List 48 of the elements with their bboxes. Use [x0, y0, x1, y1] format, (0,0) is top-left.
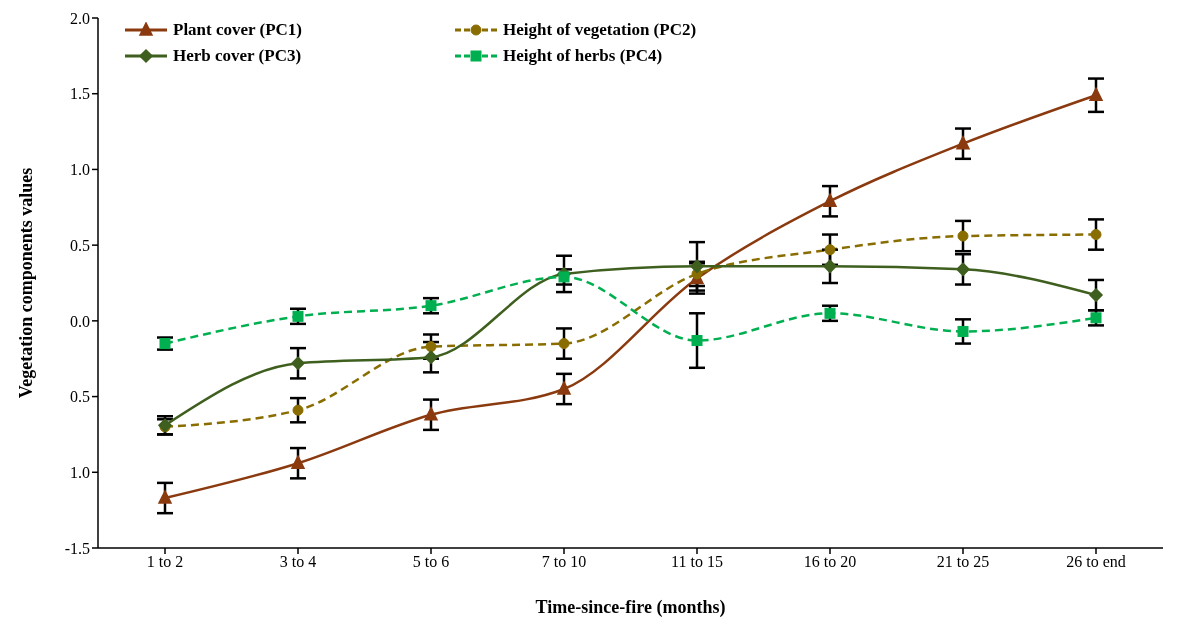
- point: [956, 135, 970, 150]
- x-tick-label: 21 to 25: [936, 553, 990, 571]
- legend-label: Height of herbs (PC4): [503, 46, 663, 66]
- legend-label: Height of vegetation (PC2): [503, 20, 697, 40]
- x-tick-label: 26 to end: [1066, 553, 1126, 571]
- point: [823, 193, 837, 207]
- point: [558, 338, 570, 350]
- point: [424, 350, 438, 364]
- point: [957, 325, 969, 337]
- point: [558, 271, 570, 283]
- point: [159, 338, 171, 350]
- point: [691, 335, 703, 347]
- point: [425, 341, 437, 353]
- x-axis-title: Time-since-fire (months): [535, 596, 726, 618]
- point: [425, 300, 437, 312]
- x-tick-label: 11 to 15: [671, 553, 723, 571]
- point: [291, 356, 305, 371]
- point: [957, 230, 969, 242]
- point: [291, 455, 305, 469]
- point: [824, 307, 836, 319]
- point: [1089, 87, 1103, 101]
- y-tick-label: 0.0: [70, 312, 90, 330]
- y-tick-label: 2.0: [70, 9, 90, 27]
- y-tick-label: 1.0: [70, 463, 90, 481]
- y-tick-label: 0.5: [70, 236, 90, 254]
- x-tick-label: 16 to 20: [803, 553, 857, 571]
- point: [956, 262, 970, 277]
- point: [824, 244, 836, 256]
- point: [557, 381, 571, 395]
- point: [292, 310, 304, 322]
- x-tick-label: 7 to 10: [541, 553, 587, 571]
- y-tick-label: -1.5: [64, 539, 90, 557]
- point: [823, 259, 837, 274]
- point: [1090, 229, 1102, 241]
- y-tick-label: 1.0: [70, 161, 90, 179]
- point: [1089, 288, 1103, 302]
- legend-label: Plant cover (PC1): [173, 20, 303, 40]
- point: [158, 490, 172, 504]
- point: [424, 406, 438, 421]
- y-tick-label: 0.5: [70, 388, 90, 406]
- x-tick-label: 1 to 2: [146, 553, 184, 571]
- legend-label: Herb cover (PC3): [173, 46, 302, 66]
- y-tick-label: 1.5: [70, 85, 90, 103]
- point: [292, 404, 304, 416]
- x-tick-label: 3 to 4: [279, 553, 317, 571]
- point: [690, 259, 704, 274]
- y-axis-title: Vegetation components values: [16, 167, 37, 399]
- x-tick-label: 5 to 6: [412, 553, 450, 571]
